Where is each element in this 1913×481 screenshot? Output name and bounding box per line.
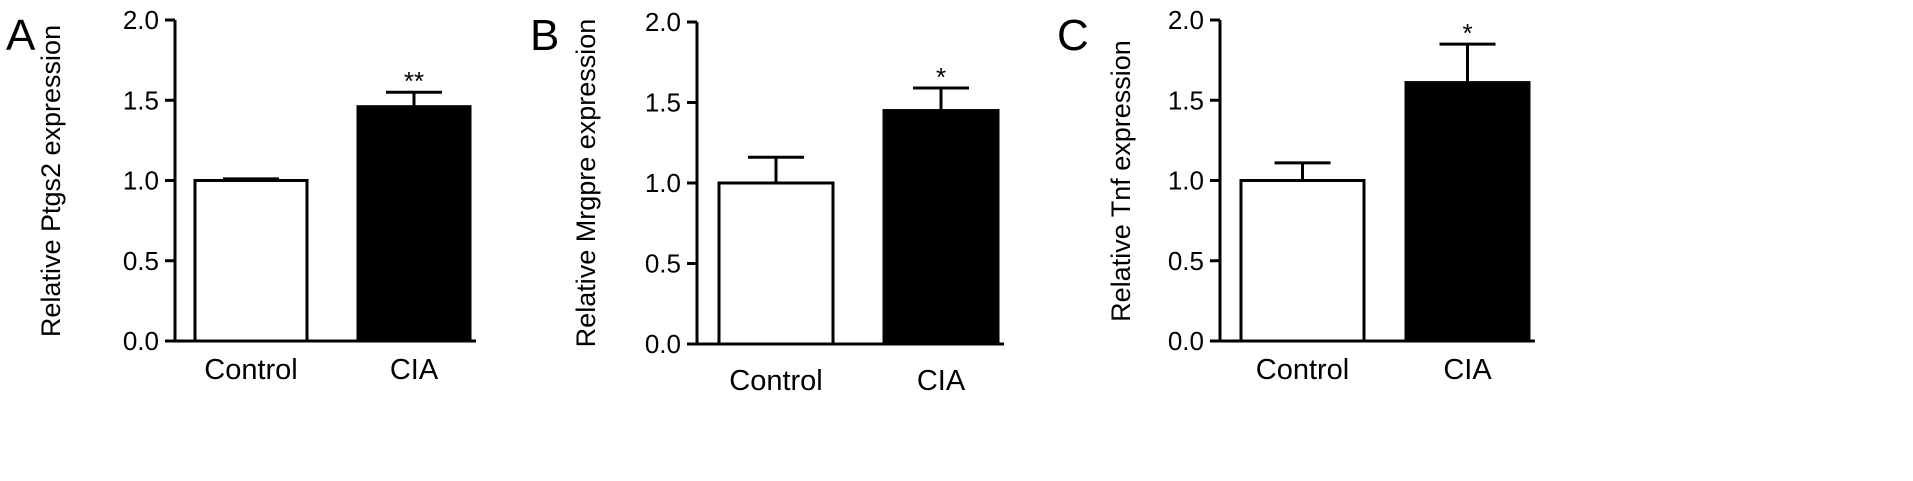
y-tick-label: 1.5	[1168, 85, 1204, 115]
y-tick-label: 1.5	[123, 85, 159, 115]
x-category-label: CIA	[1443, 354, 1492, 386]
bar-control	[193, 179, 309, 343]
bar-cia	[882, 109, 1000, 346]
y-tick-label: 2.0	[1168, 5, 1204, 35]
y-axis-label: Relative Tnf expression	[1106, 40, 1136, 322]
y-axis-label: Relative Ptgs2 expression	[36, 25, 66, 337]
significance-marker: *	[936, 62, 946, 92]
y-tick-label: 1.0	[645, 168, 681, 198]
panel-letter: B	[530, 11, 559, 60]
y-tick-label: 2.0	[645, 7, 681, 37]
x-category-label: Control	[204, 354, 298, 386]
bar-control	[717, 181, 835, 346]
x-category-label: CIA	[917, 365, 966, 397]
y-tick-label: 2.0	[123, 5, 159, 35]
bar-control	[1239, 179, 1366, 343]
y-tick-label: 0.0	[123, 326, 159, 356]
y-tick-label: 0.5	[645, 249, 681, 279]
bar-cia	[1404, 81, 1531, 343]
panel-letter: C	[1057, 11, 1089, 60]
x-category-label: Control	[1256, 354, 1350, 386]
y-tick-label: 1.5	[645, 88, 681, 118]
y-tick-label: 0.5	[1168, 246, 1204, 276]
y-tick-label: 1.0	[1168, 166, 1204, 196]
panel-letter: A	[6, 11, 36, 60]
y-tick-label: 0.0	[645, 329, 681, 359]
significance-marker: *	[1462, 18, 1472, 48]
y-tick-label: 0.0	[1168, 326, 1204, 356]
chart-panel-b: B 0.0 0.5 1.0 1.5 2.0 Relative Mrgpre expressi…	[530, 7, 1004, 397]
significance-marker: **	[404, 66, 424, 96]
x-category-label: Control	[729, 365, 823, 397]
y-axis-label: Relative Mrgpre expression	[571, 19, 601, 348]
y-tick-label: 0.5	[123, 246, 159, 276]
chart-panel-c: C 0.0 0.5 1.0 1.5 2.0 Relative Tnf expression C…	[1057, 5, 1535, 386]
x-category-label: CIA	[390, 354, 439, 386]
y-tick-label: 1.0	[123, 166, 159, 196]
bar-cia	[356, 105, 472, 343]
chart-panel-a: A 0.0 0.5 1.0 1.5 2.0 Relative Ptgs2 expressio…	[6, 5, 476, 386]
